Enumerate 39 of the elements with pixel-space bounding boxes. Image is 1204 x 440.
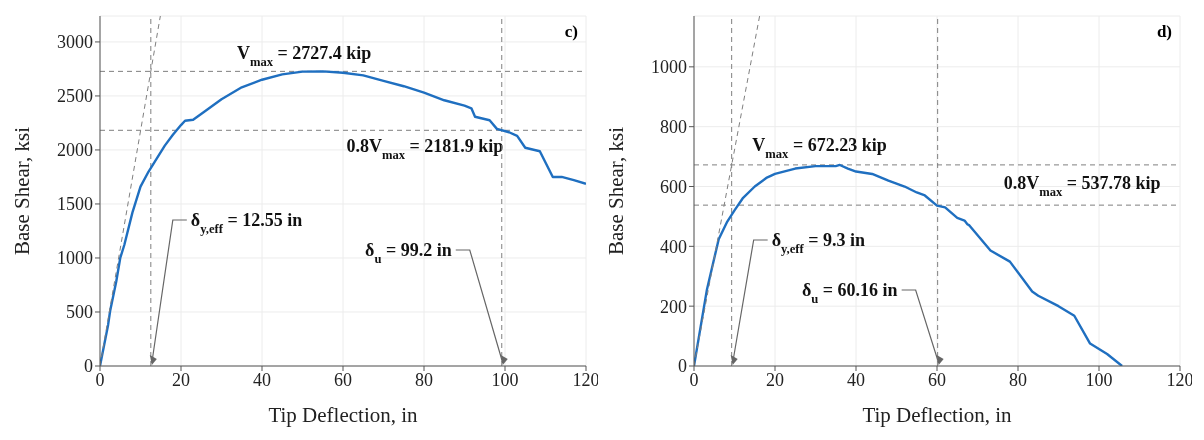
- x-tick-label: 80: [415, 369, 433, 390]
- ref-line-label: δ$_{u}$ = 99.2 in: [365, 240, 452, 266]
- y-tick-label: 800: [660, 117, 687, 138]
- y-tick-label: 2500: [57, 86, 93, 107]
- ref-line-label: V$_{max}$ = 672.23 kip: [752, 134, 887, 161]
- x-tick-label: 120: [1166, 369, 1194, 390]
- ref-line-label: 0.8V$_{max}$ = 2181.9 kip: [346, 136, 504, 163]
- x-tick-label: 100: [1085, 369, 1113, 390]
- y-axis-title: Base Shear, ksi: [604, 126, 629, 256]
- x-tick-label: 20: [172, 369, 190, 390]
- annotation: c): [564, 22, 578, 42]
- x-tick-label: 40: [847, 369, 865, 390]
- x-axis-title: Tip Deflection, in: [862, 403, 1013, 427]
- x-tick-label: 40: [253, 369, 271, 390]
- y-tick-label: 1000: [651, 57, 687, 78]
- ref-line-label: 0.8V$_{max}$ = 537.78 kip: [1003, 173, 1161, 200]
- x-tick-label: 120: [572, 369, 600, 390]
- y-tick-label: 0: [678, 356, 687, 377]
- x-tick-label: 100: [491, 369, 519, 390]
- y-tick-label: 500: [66, 302, 93, 323]
- ref-line-label: δ$_{y,eff}$ = 9.3 in: [771, 230, 866, 256]
- y-tick-label: 200: [660, 296, 687, 317]
- y-tick-label: 600: [660, 176, 687, 197]
- y-tick-label: 1500: [57, 194, 93, 215]
- x-axis-title: Tip Deflection, in: [268, 403, 419, 427]
- ref-line-label: δ$_{y,eff}$ = 12.55 in: [190, 210, 303, 236]
- x-tick-label: 20: [766, 369, 784, 390]
- y-tick-label: 1000: [57, 248, 93, 269]
- y-tick-label: 3000: [57, 32, 93, 53]
- ref-line-label: δ$_{u}$ = 60.16 in: [802, 280, 898, 306]
- ref-line-label: V$_{max}$ = 2727.4 kip: [236, 43, 372, 70]
- x-tick-label: 60: [334, 369, 352, 390]
- x-tick-label: 80: [1009, 369, 1027, 390]
- y-tick-label: 2000: [57, 140, 93, 161]
- x-tick-label: 60: [928, 369, 946, 390]
- y-tick-label: 400: [660, 236, 687, 257]
- annotation: d): [1156, 22, 1172, 42]
- y-axis-title: Base Shear, ksi: [10, 126, 35, 256]
- y-tick-label: 0: [84, 356, 93, 377]
